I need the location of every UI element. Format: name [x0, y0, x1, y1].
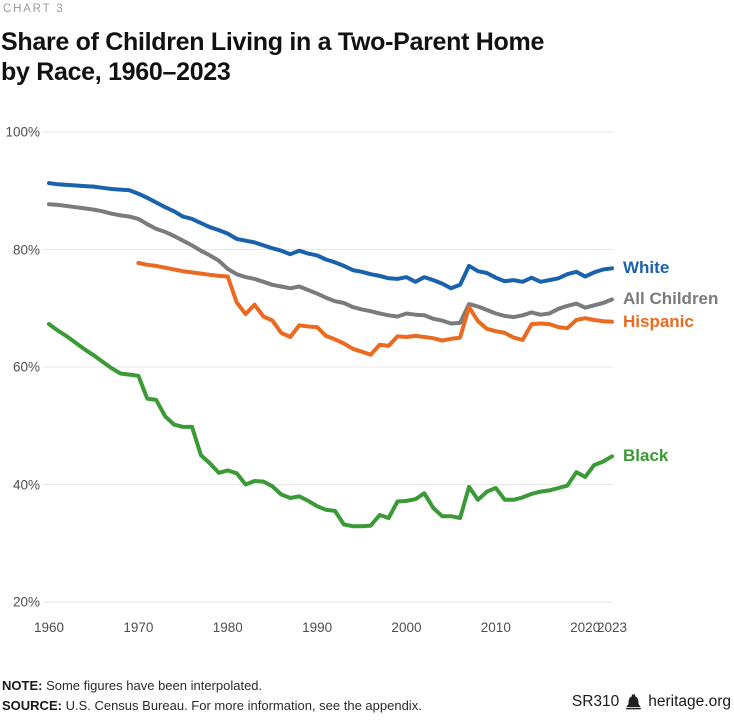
- series-line-black: [47, 322, 614, 529]
- source-line: SOURCE: U.S. Census Bureau. For more inf…: [2, 696, 422, 716]
- x-tick-label-2000: 2000: [391, 620, 422, 635]
- series-line-hispanic: [136, 261, 614, 357]
- series-line-all-children: [47, 202, 614, 326]
- series-label-white: White: [623, 258, 670, 278]
- y-tick-label-40: 40%: [12, 477, 40, 492]
- x-tick-label-1960: 1960: [33, 620, 65, 635]
- site-name: heritage.org: [648, 693, 731, 710]
- liberty-bell-icon: [625, 694, 642, 710]
- chart-title: Share of Children Living in a Two-Parent…: [1, 27, 544, 87]
- x-tick-label-2010: 2010: [480, 620, 511, 635]
- source-label: SOURCE:: [2, 698, 62, 713]
- x-tick-label-1990: 1990: [302, 620, 333, 635]
- series-label-hispanic: Hispanic: [623, 311, 694, 331]
- note-label: NOTE:: [2, 678, 43, 693]
- series-line-white: [47, 181, 614, 291]
- chart-title-line1: Share of Children Living in a Two-Parent…: [1, 28, 545, 56]
- chart-title-line2: by Race, 1960–2023: [1, 58, 231, 86]
- x-tick-label-1980: 1980: [212, 620, 243, 635]
- chart-kicker: CHART 3: [3, 3, 65, 15]
- y-tick-label-20: 20%: [12, 594, 40, 610]
- footer-notes: NOTE: Some figures have been interpolate…: [2, 676, 422, 716]
- report-id: SR310: [571, 693, 620, 710]
- y-tick-label-100: 100%: [5, 124, 40, 140]
- y-tick-label-80: 80%: [12, 242, 40, 257]
- note-text: Some figures have been interpolated.: [42, 678, 263, 693]
- brand-row: SR310 heritage.org: [572, 693, 731, 711]
- x-tick-label-2020: 2020: [570, 620, 601, 635]
- x-tick-label-2023: 2023: [596, 620, 628, 635]
- note-line: NOTE: Some figures have been interpolate…: [2, 676, 422, 696]
- series-label-all-children: All Children: [623, 289, 719, 309]
- y-tick-label-60: 60%: [12, 359, 40, 375]
- series-label-black: Black: [623, 446, 669, 466]
- x-tick-label-1970: 1970: [123, 620, 154, 635]
- source-text: U.S. Census Bureau. For more information…: [61, 698, 422, 713]
